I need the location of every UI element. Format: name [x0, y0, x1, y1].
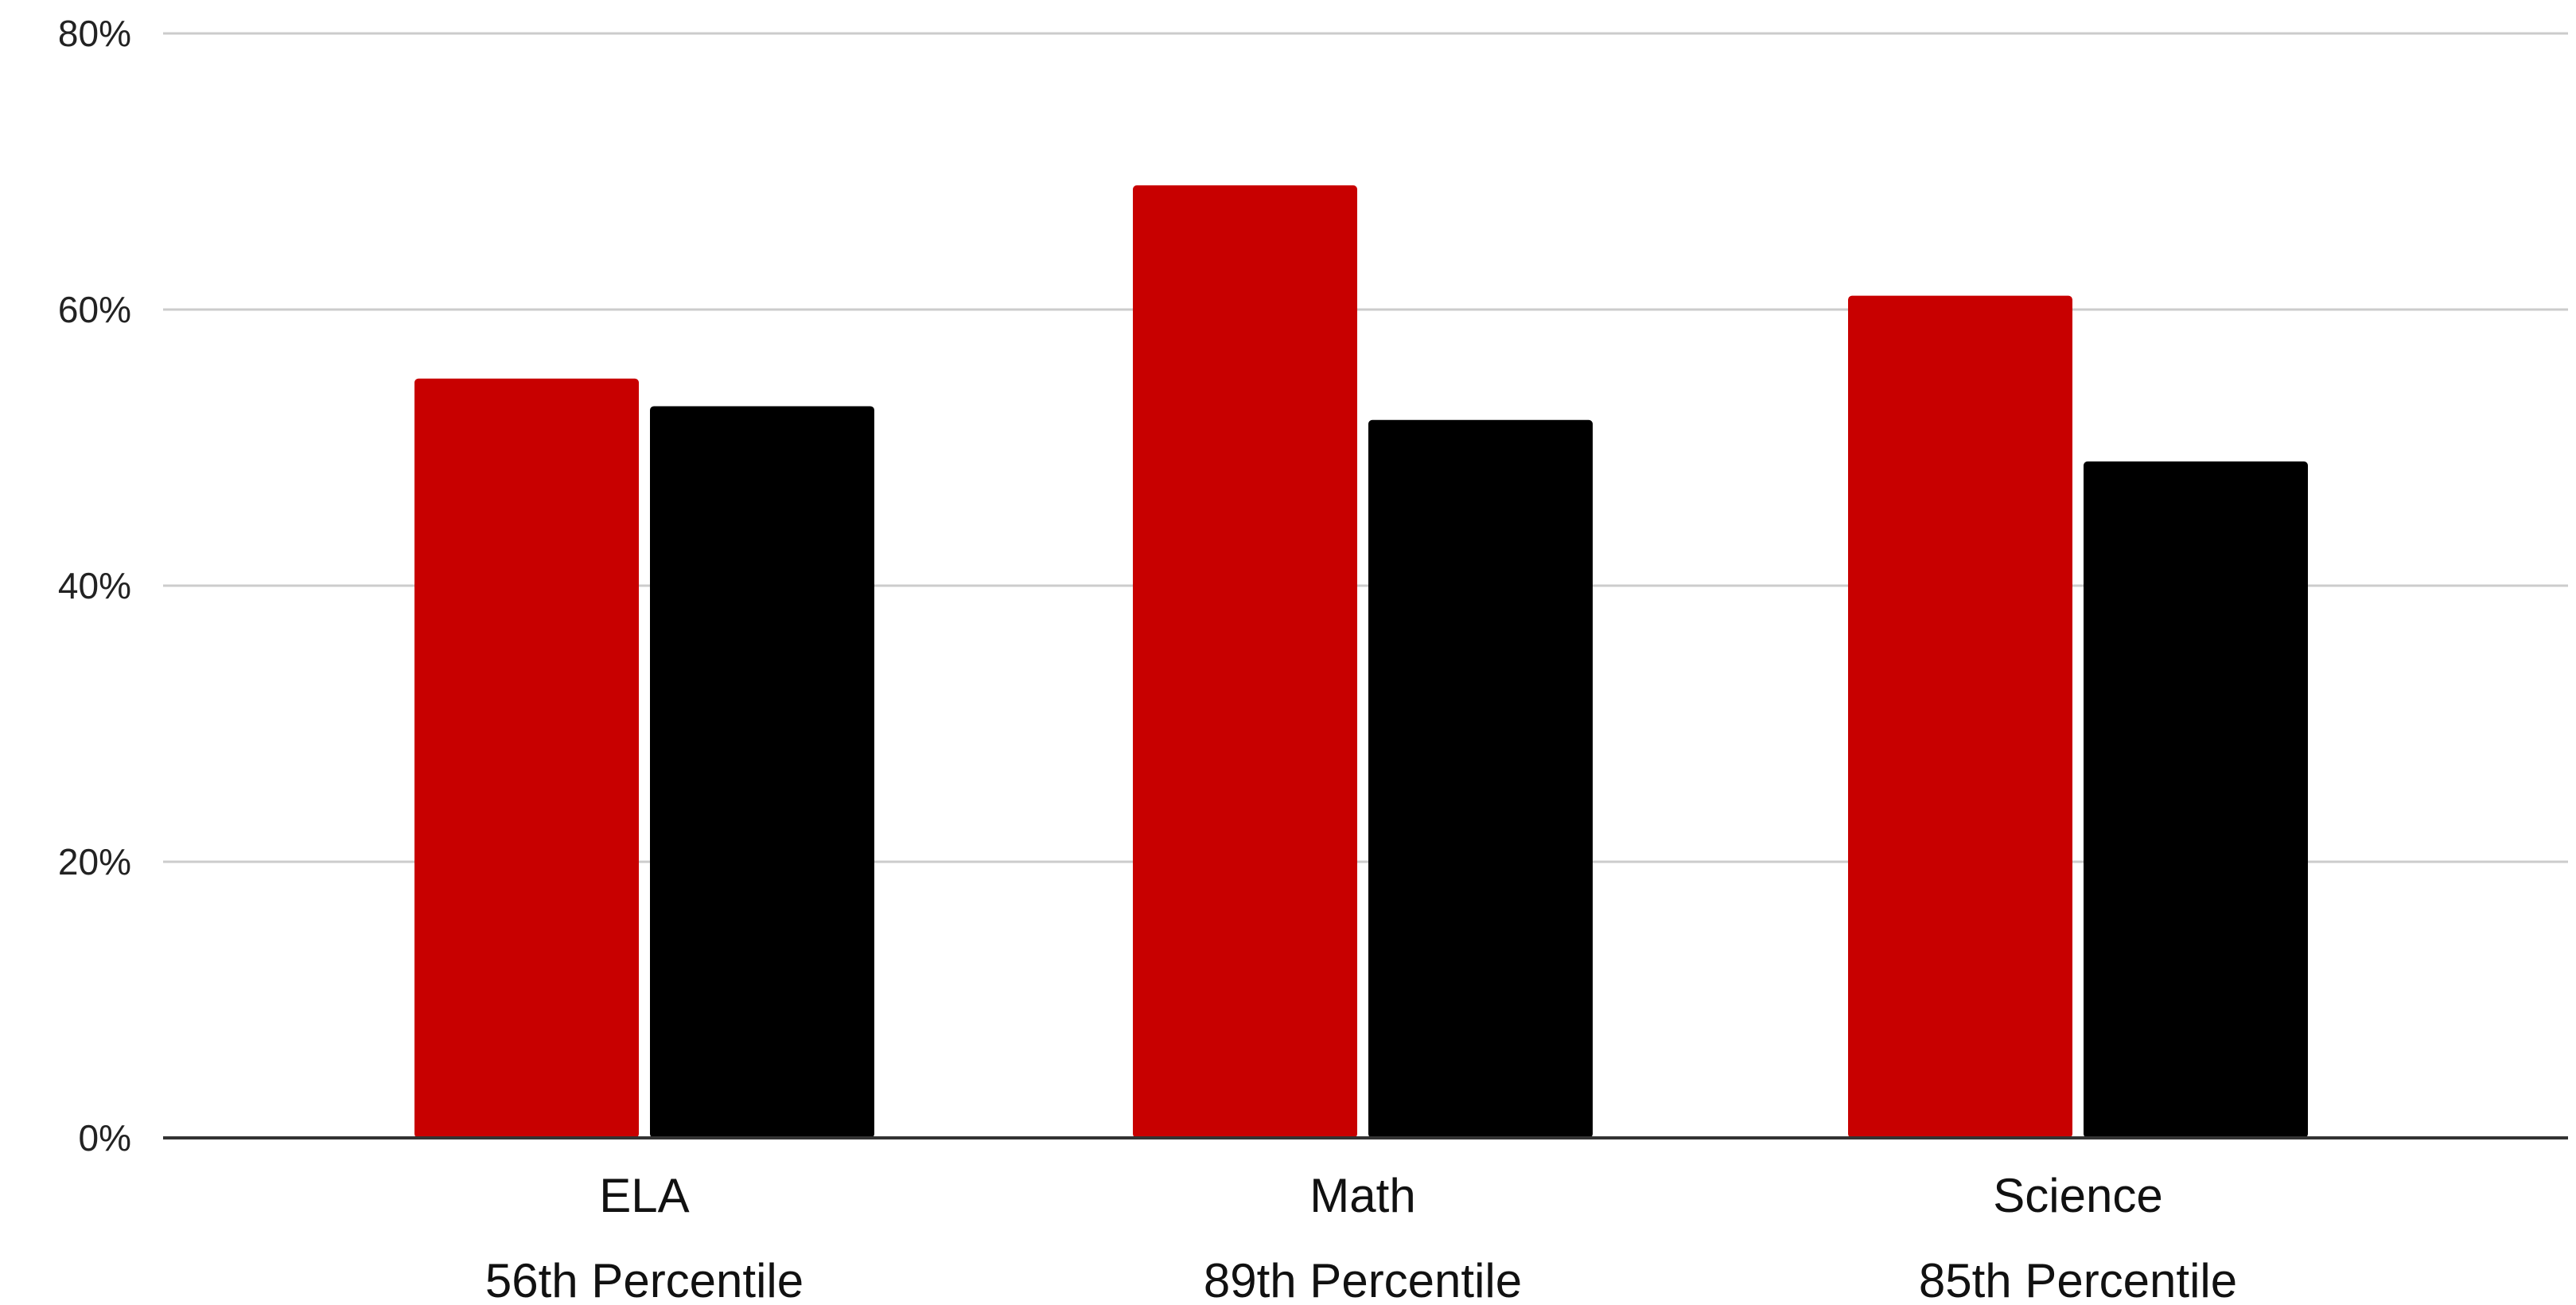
y-tick-label: 60% [58, 289, 131, 330]
y-axis-tick-labels: 0% 20% 40% 60% 80% [58, 13, 131, 1159]
y-tick-label: 20% [58, 841, 131, 882]
y-tick-label: 80% [58, 13, 131, 54]
bar-science-series-2 [2084, 461, 2308, 1138]
bar-math-series-1 [1133, 185, 1357, 1139]
bar-ela-series-2 [650, 406, 874, 1138]
bars [414, 185, 2308, 1139]
bar-math-series-2 [1368, 419, 1593, 1138]
bar-science-series-1 [1848, 295, 2072, 1138]
x-category-label: Math [1309, 1169, 1415, 1222]
y-tick-label: 40% [58, 565, 131, 606]
x-axis-category-labels: ELA 56th Percentile Math 89th Percentile Sci… [485, 1169, 2237, 1305]
x-category-sublabel: 85th Percentile [1919, 1254, 2237, 1305]
x-category-label: ELA [599, 1169, 689, 1222]
y-tick-label: 0% [79, 1117, 131, 1159]
x-category-sublabel: 89th Percentile [1204, 1254, 1522, 1305]
x-category-label: Science [1993, 1169, 2162, 1222]
x-category-sublabel: 56th Percentile [485, 1254, 804, 1305]
bar-ela-series-1 [414, 378, 639, 1138]
